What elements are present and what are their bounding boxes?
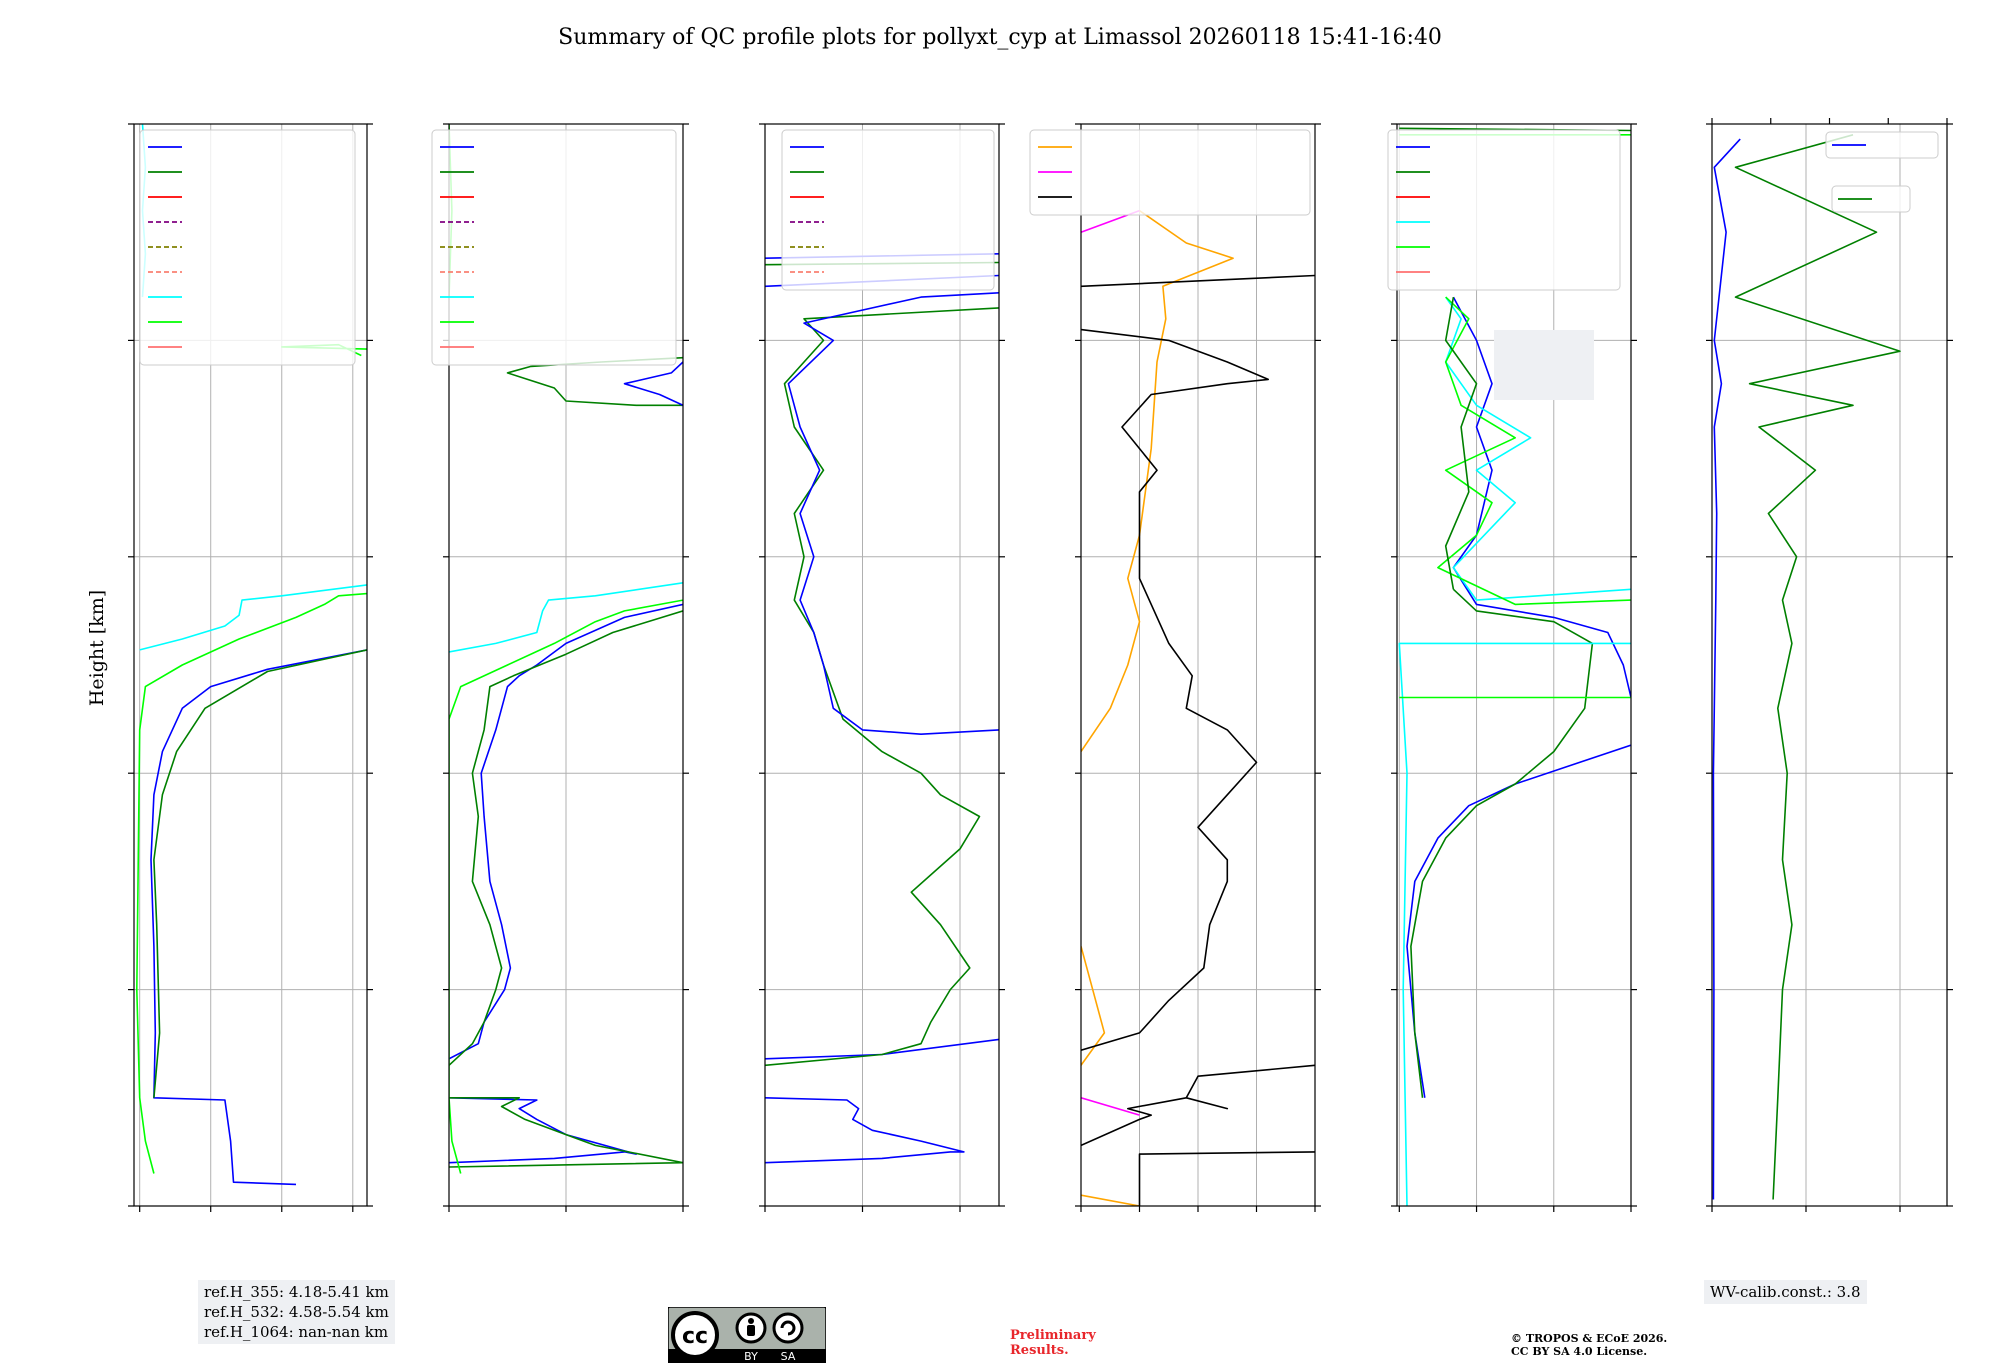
wv-calib-box: WV-calib.const.: 3.8 bbox=[1704, 1280, 1867, 1304]
series-line-aerext-raman-532 bbox=[449, 610, 683, 1066]
by-person-icon bbox=[748, 1318, 754, 1324]
panel-backscatter bbox=[128, 123, 373, 1212]
series-line-pardepol-klett-355 bbox=[1398, 642, 1631, 1206]
series-line-pardepol-klett-355 bbox=[1444, 296, 1631, 601]
ref-height-1064: ref.H_1064: nan-nan km bbox=[204, 1323, 389, 1341]
series-line-aerbsc-klett-355 bbox=[139, 584, 367, 651]
series-line-aerbsc-klett-355-x-lr bbox=[449, 582, 683, 653]
sa-share-icon bbox=[772, 1312, 804, 1344]
series-line-ae-parext-355-532-raman bbox=[1081, 274, 1315, 288]
legend-box bbox=[1029, 129, 1311, 216]
ref-height-box: ref.H_355: 4.18-5.41 km ref.H_532: 4.58-… bbox=[198, 1280, 395, 1344]
copyright-line-2: CC BY SA 4.0 License. bbox=[1511, 1345, 1648, 1358]
series-line-aerbsc-klett-532 bbox=[136, 592, 367, 1174]
copyright-line-1: © TROPOS & ECoE 2026. bbox=[1511, 1332, 1668, 1345]
wv-calib-const: WV-calib.const.: 3.8 bbox=[1710, 1283, 1861, 1301]
plot-frame bbox=[1396, 123, 1632, 1207]
series-line-aerbsc-klett-532-x-lr bbox=[449, 599, 683, 1174]
series-line-ae-parext-355-532-raman bbox=[1081, 328, 1269, 1051]
series-line-pardepol-raman-355 bbox=[1452, 296, 1631, 698]
series-line-rh bbox=[1734, 134, 1901, 1200]
license-sa-label: SA bbox=[781, 1350, 796, 1363]
cc-logo-text: cc bbox=[682, 1324, 708, 1349]
series-line-ae-beta-355-532-raman bbox=[1081, 1194, 1140, 1206]
series-line-pardepol-raman-355 bbox=[1406, 744, 1631, 1098]
series-line-ae-beta-355-532-raman bbox=[1081, 209, 1234, 753]
preliminary-line-1: Preliminary bbox=[1010, 1328, 1096, 1343]
series-line-ae-beta-355-532-raman bbox=[1081, 946, 1106, 1066]
series-line-aerlr-raman-355 bbox=[765, 1097, 965, 1164]
series-line-wvmr bbox=[1712, 138, 1741, 1200]
series-line-aerbsc-raman-355 bbox=[150, 649, 367, 1186]
series-line-aerext-raman-355 bbox=[449, 603, 683, 1060]
preliminary-line-2: Results. bbox=[1010, 1343, 1069, 1358]
series-group bbox=[765, 253, 999, 1164]
license-by-label: BY bbox=[744, 1350, 758, 1363]
series-group bbox=[1081, 209, 1315, 1206]
series-line-aerlr-raman-355 bbox=[765, 1038, 999, 1060]
preliminary-notice: Preliminary Results. bbox=[1010, 1328, 1096, 1358]
panel-extinction bbox=[431, 123, 689, 1212]
series-group bbox=[1712, 134, 1901, 1200]
plot-frame bbox=[1711, 123, 1948, 1207]
series-line-ae-parext-355-532-raman bbox=[1138, 1151, 1315, 1206]
ref-height-355: ref.H_355: 4.18-5.41 km bbox=[204, 1283, 389, 1301]
legend-box bbox=[1387, 129, 1621, 291]
series-line-aerlr-raman-532 bbox=[765, 307, 999, 1067]
panel-depol bbox=[1387, 123, 1637, 1212]
series-line-ae-parext-355-532-raman bbox=[1081, 1064, 1315, 1147]
series-line-ae-beta-532-1064-raman bbox=[1081, 1097, 1140, 1116]
series-line-aerbsc-raman-532 bbox=[153, 649, 367, 1098]
plot-frame bbox=[133, 123, 368, 1207]
series-line-aerext-raman-355 bbox=[623, 361, 683, 407]
series-line-pardepol-raman-532 bbox=[1444, 296, 1478, 590]
figure-title: Summary of QC profile plots for pollyxt_… bbox=[558, 25, 1442, 50]
legend-box-wvmr bbox=[1825, 131, 1939, 159]
series-line-aerlr-raman-355 bbox=[787, 292, 999, 735]
plot-frame bbox=[1080, 123, 1316, 1207]
series-line-pardepol-klett-532 bbox=[1437, 296, 1631, 606]
panel-wvmr bbox=[1706, 118, 1953, 1212]
series-line-pardepol-raman-532 bbox=[1410, 588, 1594, 1098]
height-axis-label: Height [km] bbox=[86, 590, 108, 706]
series-line-aerext-raman-532 bbox=[449, 1097, 683, 1168]
cc-by-sa-badge: cc BY SA bbox=[668, 1307, 826, 1363]
plot-frame bbox=[764, 123, 1000, 1207]
panel-lidar-ratio bbox=[759, 123, 1005, 1212]
panel-angstrom bbox=[1029, 123, 1321, 1212]
plot-frame bbox=[448, 123, 684, 1207]
eta-box bbox=[1494, 330, 1594, 400]
ref-height-532: ref.H_532: 4.58-5.54 km bbox=[204, 1303, 389, 1321]
legend-box bbox=[139, 129, 356, 366]
legend-box bbox=[781, 129, 995, 291]
copyright-notice: © TROPOS & ECoE 2026. CC BY SA 4.0 Licen… bbox=[1511, 1332, 1667, 1358]
legend-box bbox=[431, 129, 677, 366]
series-line-aerext-raman-355 bbox=[449, 1097, 637, 1164]
